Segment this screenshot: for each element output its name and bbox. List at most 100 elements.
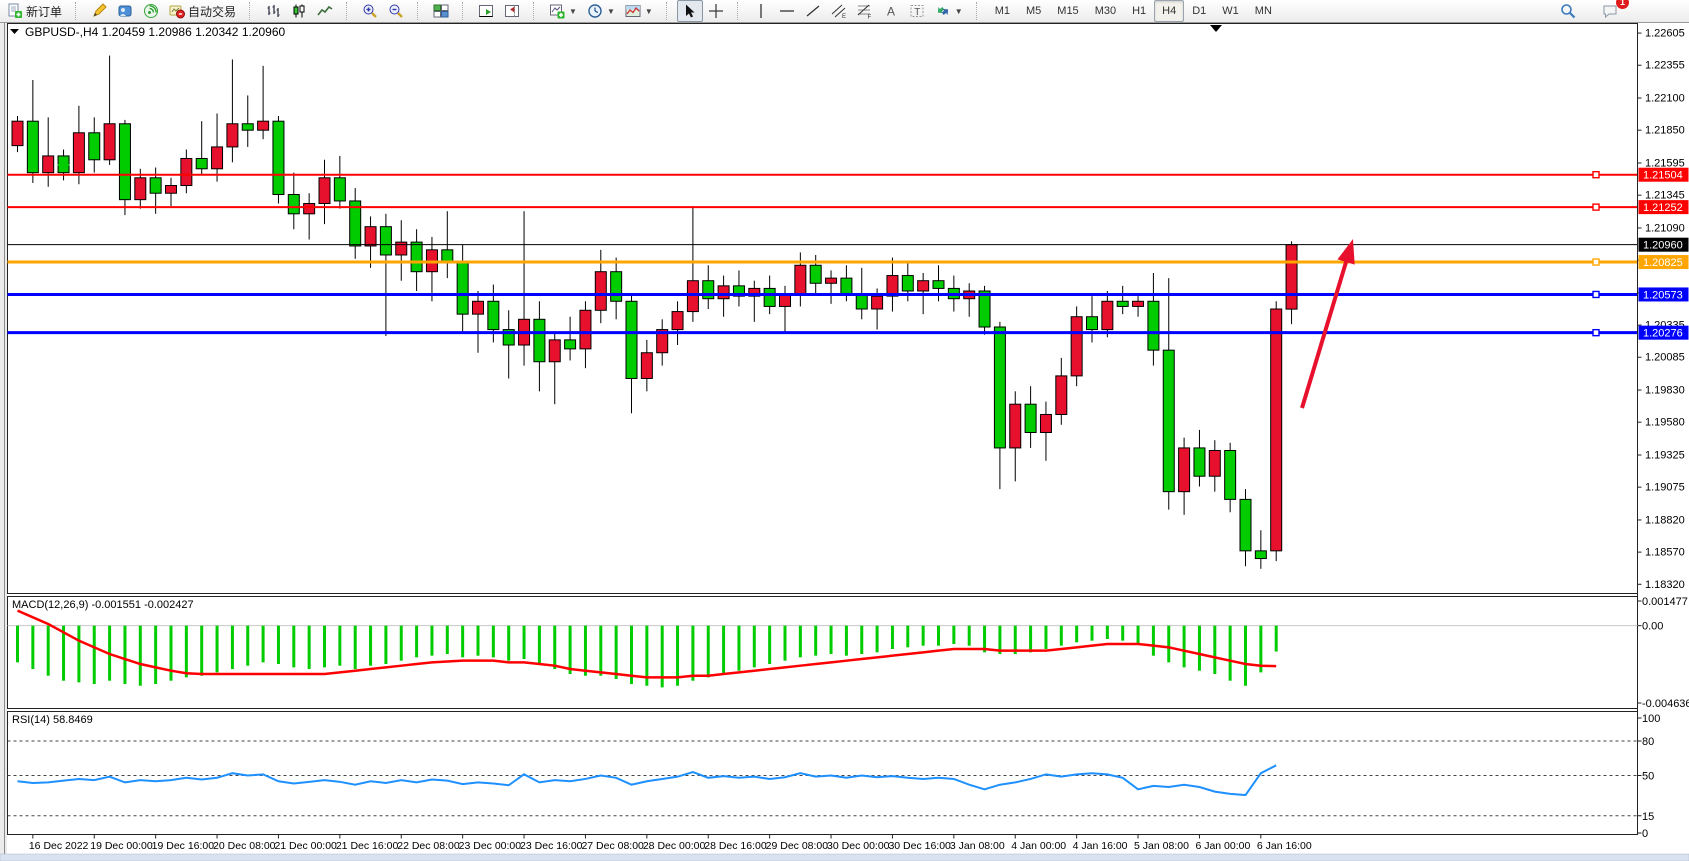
cursor-tool-button[interactable] [676,0,703,22]
main-pane[interactable] [7,23,1638,594]
auto-scroll-button[interactable] [473,0,499,22]
candle-body [763,287,776,307]
chart-shift-icon [505,5,520,17]
zoom-in-button[interactable] [357,0,383,22]
candle-body [42,155,55,174]
toolbar-separator [346,2,352,20]
candle-body [610,271,623,302]
candle-body [88,132,101,161]
rsi-axis-label: 0 [1642,828,1648,840]
cursor-icon [685,4,695,18]
time-tick-label: 4 Jan 00:00 [1011,840,1066,852]
line-handle[interactable] [1592,171,1600,179]
zoom-out-button[interactable] [383,0,409,22]
candle-body [165,185,177,194]
candle-body [686,280,699,313]
price-tick-label: 1.18820 [1645,514,1685,526]
candle-body [1024,403,1037,433]
timeframe-button-D1[interactable]: D1 [1192,5,1207,17]
signals-button[interactable] [138,0,164,22]
price-tick-label: 1.21850 [1645,125,1685,137]
fibonacci-tool-button[interactable]: F [852,0,878,22]
chart-shift-button[interactable] [499,0,525,22]
indicators-icon [625,5,641,17]
candlestick-chart-button[interactable] [286,0,312,22]
tile-windows-button[interactable] [428,0,454,22]
macd-pane [7,596,1638,709]
toolbar-separator [75,2,81,20]
time-tick-label: 23 Dec 00:00 [459,840,522,852]
line-handle[interactable] [1592,290,1600,299]
candle-body [640,352,653,379]
indicators-button[interactable]: ▼ [620,0,658,22]
trend-arrow[interactable] [1300,253,1351,409]
text-tool-button[interactable]: A [878,0,904,22]
macd-axis-label: 0.00 [1642,621,1663,633]
timeframe-button-M1[interactable]: M1 [994,5,1010,17]
time-tick-label: 27 Dec 08:00 [581,840,644,852]
chat-button[interactable]: 1 [1597,0,1629,22]
candle-body [472,300,484,315]
candle-body [548,339,561,363]
timeframe-button-H4[interactable]: H4 [1154,0,1185,22]
new-chart-button[interactable]: ▼ [544,0,582,22]
text-icon: A [887,5,895,19]
candle-body [333,177,346,202]
candle-body [564,339,577,350]
candle-body [502,329,515,346]
candle-body [1224,450,1237,500]
trendline-tool-button[interactable] [800,0,826,22]
search-button[interactable] [1555,0,1581,22]
timeframe-button-M5[interactable]: M5 [1026,5,1042,17]
candle-body [1070,316,1083,377]
bar-chart-button[interactable] [260,0,286,22]
timeframe-button-M15[interactable]: M15 [1057,5,1079,17]
price-tick-label: 1.22100 [1645,93,1685,105]
rsi-line [17,764,1277,797]
time-tick-label: 22 Dec 08:00 [397,840,460,852]
candle-body [594,271,607,311]
candle-body [732,285,745,297]
periods-clock-icon [588,4,602,18]
trend-arrow-head[interactable] [1337,239,1355,265]
candle-body [886,275,899,297]
periods-button[interactable]: ▼ [582,0,620,22]
text-label-tool-button[interactable]: T [904,0,930,22]
svg-text:A: A [887,5,895,19]
line-handle[interactable] [1592,328,1600,337]
line-handle[interactable] [1592,258,1600,266]
chart-shift-marker[interactable] [1210,25,1222,32]
macd-signal-line [17,609,1277,679]
time-tick-label: 19 Dec 00:00 [90,840,153,852]
candle-body [257,120,270,131]
candle-body [840,277,853,295]
timeframe-toolbar: M1 M5 M15 M30 H1 H4 D1 W1 MN [985,0,1282,22]
price-label-1.20960: 1.20960 [1643,240,1683,252]
autotrading-button[interactable]: 自动交易 [164,0,241,22]
timeframe-button-H1[interactable]: H1 [1132,5,1147,17]
chart-title: GBPUSD-,H4 1.20459 1.20986 1.20342 1.209… [25,25,286,39]
candle-body [748,287,761,297]
candle-body [379,226,392,256]
chart-title-collapse-icon[interactable] [10,29,19,34]
candle-body [1039,413,1052,433]
timeframe-button-MN[interactable]: MN [1254,5,1272,17]
strategy-tester-icon [118,5,132,17]
equidistant-channel-tool-button[interactable]: E [826,0,852,22]
vertical-line-icon [760,4,762,18]
horizontal-line-tool-button[interactable] [774,0,800,22]
arrows-tool-button[interactable]: ▼ [930,0,968,22]
time-tick-label: 19 Dec 16:00 [152,840,215,852]
line-handle[interactable] [1592,203,1600,211]
timeframe-button-M30[interactable]: M30 [1094,5,1117,17]
crosshair-tool-button[interactable] [703,0,729,22]
strategy-tester-button[interactable] [112,0,138,22]
toolbar-separator [975,2,982,20]
line-chart-button[interactable] [312,0,338,22]
mql-editor-button[interactable] [86,0,112,22]
vertical-line-tool-button[interactable] [748,0,774,22]
timeframe-button-W1[interactable]: W1 [1222,5,1239,17]
price-label-1.20276: 1.20276 [1643,328,1683,340]
new-order-button[interactable]: 新订单 [2,0,67,22]
